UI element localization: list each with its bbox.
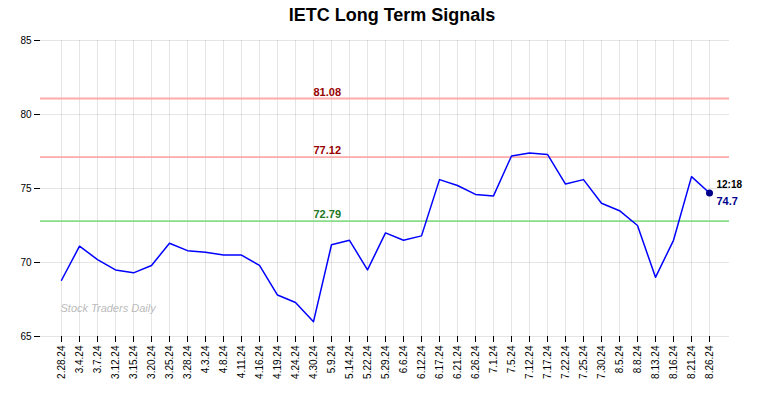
svg-text:5.22.24: 5.22.24: [362, 345, 373, 379]
svg-text:65: 65: [20, 331, 32, 342]
svg-text:75: 75: [20, 183, 32, 194]
svg-text:7.12.24: 7.12.24: [524, 345, 535, 379]
svg-text:12:18: 12:18: [717, 179, 743, 190]
svg-text:8.5.24: 8.5.24: [614, 345, 625, 373]
svg-text:4.19.24: 4.19.24: [272, 345, 283, 379]
svg-text:85: 85: [20, 35, 32, 46]
svg-text:8.16.24: 8.16.24: [668, 345, 679, 379]
svg-text:80: 80: [20, 109, 32, 120]
svg-text:72.79: 72.79: [314, 208, 342, 220]
svg-text:70: 70: [20, 257, 32, 268]
svg-text:6.17.24: 6.17.24: [434, 345, 445, 379]
svg-text:3.15.24: 3.15.24: [128, 345, 139, 379]
svg-text:7.25.24: 7.25.24: [578, 345, 589, 379]
svg-text:4.11.24: 4.11.24: [236, 345, 247, 378]
svg-text:3.12.24: 3.12.24: [110, 345, 121, 379]
svg-text:7.1.24: 7.1.24: [488, 345, 499, 373]
svg-text:8.13.24: 8.13.24: [650, 345, 661, 379]
svg-text:7.30.24: 7.30.24: [596, 345, 607, 379]
svg-text:81.08: 81.08: [314, 86, 342, 98]
svg-text:8.26.24: 8.26.24: [704, 345, 715, 379]
svg-text:5.9.24: 5.9.24: [326, 345, 337, 373]
svg-text:77.12: 77.12: [314, 144, 342, 156]
svg-text:3.4.24: 3.4.24: [74, 345, 85, 373]
svg-text:8.8.24: 8.8.24: [632, 345, 643, 373]
svg-text:4.30.24: 4.30.24: [308, 345, 319, 379]
svg-text:6.12.24: 6.12.24: [416, 345, 427, 379]
svg-text:Stock Traders Daily: Stock Traders Daily: [61, 302, 158, 314]
svg-text:4.24.24: 4.24.24: [290, 345, 301, 379]
html-text:IETC Long Term Signals: IETC Long Term Signals: [288, 5, 496, 25]
svg-text:3.20.24: 3.20.24: [146, 345, 157, 379]
svg-text:8.21.24: 8.21.24: [686, 345, 697, 379]
svg-text:6.26.24: 6.26.24: [470, 345, 481, 379]
svg-text:7.5.24: 7.5.24: [506, 345, 517, 373]
svg-text:7.22.24: 7.22.24: [560, 345, 571, 379]
svg-text:7.17.24: 7.17.24: [542, 345, 553, 379]
svg-text:3.25.24: 3.25.24: [164, 345, 175, 379]
svg-text:6.21.24: 6.21.24: [452, 345, 463, 379]
svg-text:5.14.24: 5.14.24: [344, 345, 355, 379]
svg-text:3.28.24: 3.28.24: [182, 345, 193, 379]
svg-text:4.16.24: 4.16.24: [254, 345, 265, 379]
svg-text:74.7: 74.7: [717, 195, 738, 207]
svg-text:3.7.24: 3.7.24: [92, 345, 103, 373]
svg-text:6.6.24: 6.6.24: [398, 345, 409, 373]
svg-text:2.28.24: 2.28.24: [56, 345, 67, 379]
svg-text:4.8.24: 4.8.24: [218, 345, 229, 373]
svg-text:5.29.24: 5.29.24: [380, 345, 391, 379]
svg-text:4.3.24: 4.3.24: [200, 345, 211, 373]
